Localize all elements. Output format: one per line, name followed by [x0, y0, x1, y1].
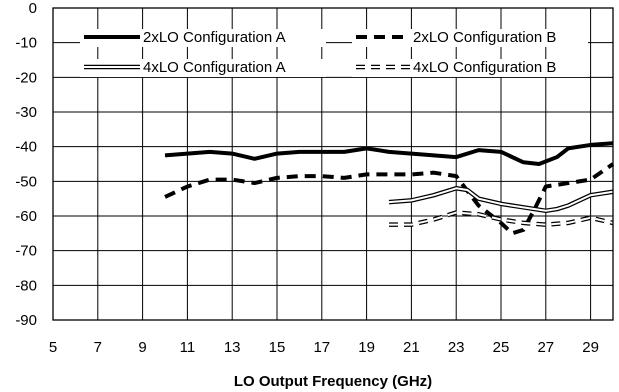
legend-label: 2xLO Configuration A	[143, 29, 286, 46]
legend-label: 4xLO Configuration A	[143, 59, 286, 76]
series-line-1	[164, 141, 614, 166]
legend-background	[352, 59, 588, 77]
x-tick-label: 13	[224, 339, 241, 356]
x-tick-label: 9	[138, 339, 146, 356]
y-tick-label: -30	[15, 104, 37, 121]
y-tick-label: -90	[15, 312, 37, 329]
legend-item-1: 2xLO Configuration A	[84, 29, 286, 46]
y-axis-tick-labels: 0 -10 -20 -30 -40 -50 -60 -70 -80 -90	[15, 0, 37, 329]
series-line-2	[164, 162, 615, 236]
legend-item-3: 4xLO Configuration A	[84, 59, 286, 76]
x-tick-label: 7	[94, 339, 102, 356]
x-tick-label: 5	[49, 339, 57, 356]
y-tick-label: 0	[29, 0, 37, 17]
x-tick-label: 25	[493, 339, 510, 356]
y-tick-label: -10	[15, 35, 37, 52]
x-axis-title: LO Output Frequency (GHz)	[234, 373, 432, 390]
y-tick-label: -40	[15, 139, 37, 156]
series-lines	[164, 141, 615, 236]
legend: 2xLO Configuration A 2xLO Configuration B…	[80, 29, 588, 77]
y-tick-label: -60	[15, 208, 37, 225]
y-tick-label: -20	[15, 69, 37, 86]
x-tick-label: 27	[537, 339, 554, 356]
y-tick-label: -70	[15, 243, 37, 260]
y-tick-label: -50	[15, 173, 37, 190]
plot-frame	[52, 7, 614, 321]
legend-label: 4xLO Configuration B	[413, 59, 556, 76]
legend-background	[80, 29, 326, 47]
legend-item-2: 2xLO Configuration B	[356, 29, 556, 46]
x-tick-label: 23	[448, 339, 465, 356]
y-tick-label: -80	[15, 277, 37, 294]
legend-background	[80, 59, 326, 77]
legend-background	[352, 29, 588, 47]
x-tick-label: 15	[269, 339, 286, 356]
x-tick-label: 17	[313, 339, 330, 356]
x-tick-label: 11	[180, 339, 196, 356]
x-axis-tick-labels: 5 7 9 11 13 15 17 19 21 23 25 27 29	[49, 339, 599, 356]
series-line-3	[388, 186, 614, 214]
legend-label: 2xLO Configuration B	[413, 29, 556, 46]
x-tick-label: 21	[403, 339, 420, 356]
legend-item-4: 4xLO Configuration B	[356, 59, 556, 76]
x-tick-label: 29	[582, 339, 599, 356]
x-tick-label: 19	[358, 339, 375, 356]
series-line-4	[389, 210, 614, 227]
